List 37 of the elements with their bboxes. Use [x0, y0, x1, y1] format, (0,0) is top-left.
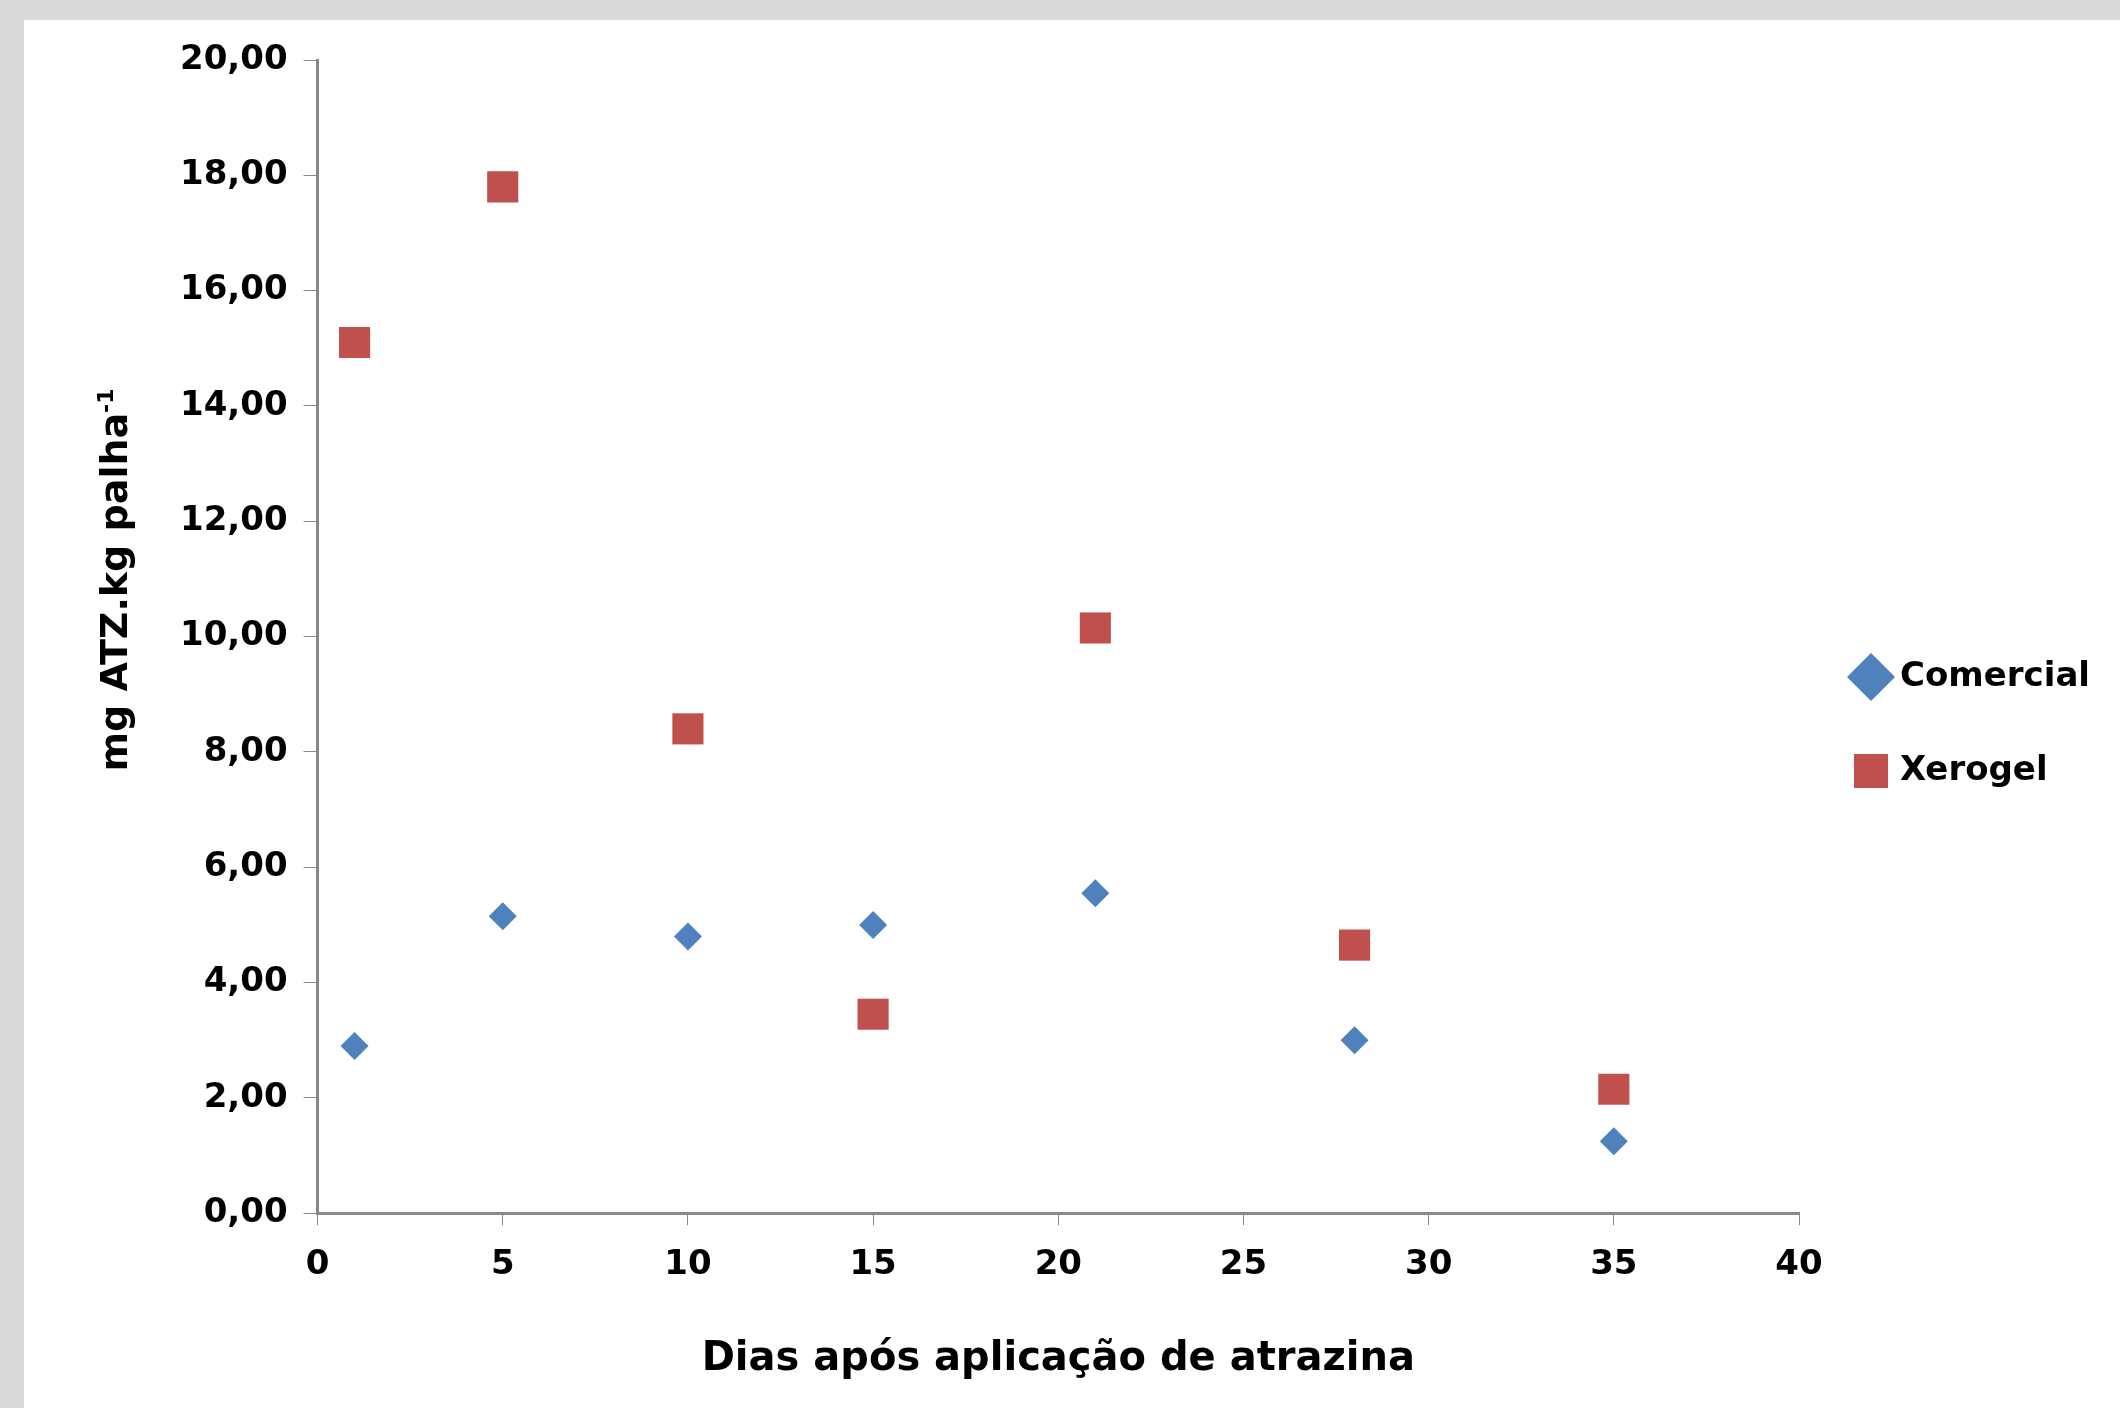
x-tick-label: 25	[1219, 1242, 1268, 1283]
point	[672, 713, 704, 745]
y-tick-label: 2,00	[203, 1074, 288, 1115]
y-tick-label: 6,00	[203, 844, 288, 885]
y-tick-label: 4,00	[203, 959, 288, 1000]
y-tick-label: 20,00	[180, 36, 288, 77]
point	[1081, 879, 1110, 908]
y-tick-label: 18,00	[180, 152, 288, 193]
y-tick-label: 8,00	[203, 728, 288, 769]
x-tick-label: 30	[1404, 1242, 1453, 1283]
point	[488, 902, 517, 931]
x-tick-label: 15	[849, 1242, 897, 1283]
point	[340, 1031, 369, 1060]
point	[1339, 929, 1371, 961]
point	[1079, 612, 1111, 644]
y-tick-label: 16,00	[180, 267, 288, 308]
y-tick-label: 0,00	[203, 1190, 288, 1231]
point	[857, 998, 889, 1030]
legend-label: Comercial	[1900, 653, 2091, 694]
y-tick-label: 14,00	[180, 382, 288, 423]
y-tick-label: 10,00	[180, 613, 288, 654]
x-tick-label: 0	[305, 1242, 330, 1283]
point	[673, 922, 702, 951]
legend-label: Xerogel	[1900, 747, 2048, 788]
point	[859, 910, 888, 939]
point	[339, 326, 371, 359]
point	[1598, 1073, 1630, 1105]
x-tick-label: 5	[490, 1242, 515, 1283]
point	[1340, 1026, 1369, 1055]
x-tick-label: 20	[1034, 1242, 1082, 1283]
x-tick-label: 35	[1590, 1242, 1638, 1283]
y-tick-label: 12,00	[180, 498, 288, 539]
point	[1599, 1127, 1628, 1156]
x-tick-label: 40	[1775, 1242, 1823, 1283]
x-axis-title: Dias após aplicação de atrazina	[701, 1333, 1415, 1380]
point	[487, 171, 519, 203]
x-tick-label: 10	[664, 1242, 712, 1283]
